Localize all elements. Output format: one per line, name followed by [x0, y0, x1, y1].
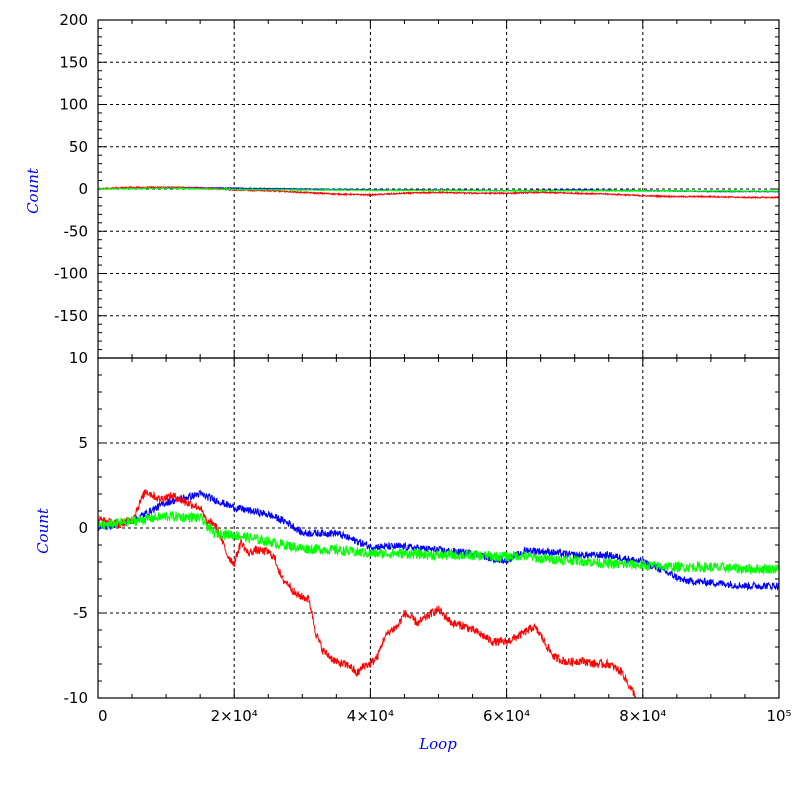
x-tick-label: 4×10⁴ [347, 707, 394, 725]
series-line-blue [97, 489, 780, 592]
y-tick-label: 0 [78, 519, 88, 537]
top-y-axis-title: Count [24, 167, 42, 214]
y-tick-label: 150 [59, 53, 88, 71]
y-tick-label: 200 [59, 11, 88, 29]
y-tick-label: 5 [78, 434, 88, 452]
y-tick-label: -5 [73, 604, 88, 622]
x-tick-label: 2×10⁴ [211, 707, 258, 725]
y-tick-label: 10 [69, 349, 88, 367]
y-tick-label: 50 [69, 138, 88, 156]
y-tick-label: -50 [64, 222, 89, 240]
y-tick-label: -150 [54, 307, 88, 325]
series-line-red [97, 488, 637, 699]
y-tick-label: -100 [54, 265, 88, 283]
series-line-red [97, 185, 779, 200]
x-tick-label: 8×10⁴ [619, 707, 666, 725]
y-tick-label: 0 [78, 180, 88, 198]
x-tick-label: 0 [98, 707, 108, 725]
y-tick-label: 100 [59, 96, 88, 114]
x-tick-label: 6×10⁴ [483, 707, 530, 725]
series-line-green [97, 510, 779, 576]
x-axis-title: Loop [418, 735, 457, 753]
x-tick-label: 10⁵ [766, 707, 791, 725]
plot-frame [97, 357, 780, 699]
bottom-y-axis-title: Count [34, 507, 52, 554]
top-panel: 200 150 100 50 0 -50 -100 -150 [54, 11, 780, 359]
series-line-green [97, 186, 780, 193]
y-tick-label: -10 [64, 689, 89, 707]
bottom-panel: 10 5 0 -5 -10 0 2×10⁴ 4×10⁴ 6×10⁴ 8×10⁴ 10⁵ [64, 349, 792, 725]
